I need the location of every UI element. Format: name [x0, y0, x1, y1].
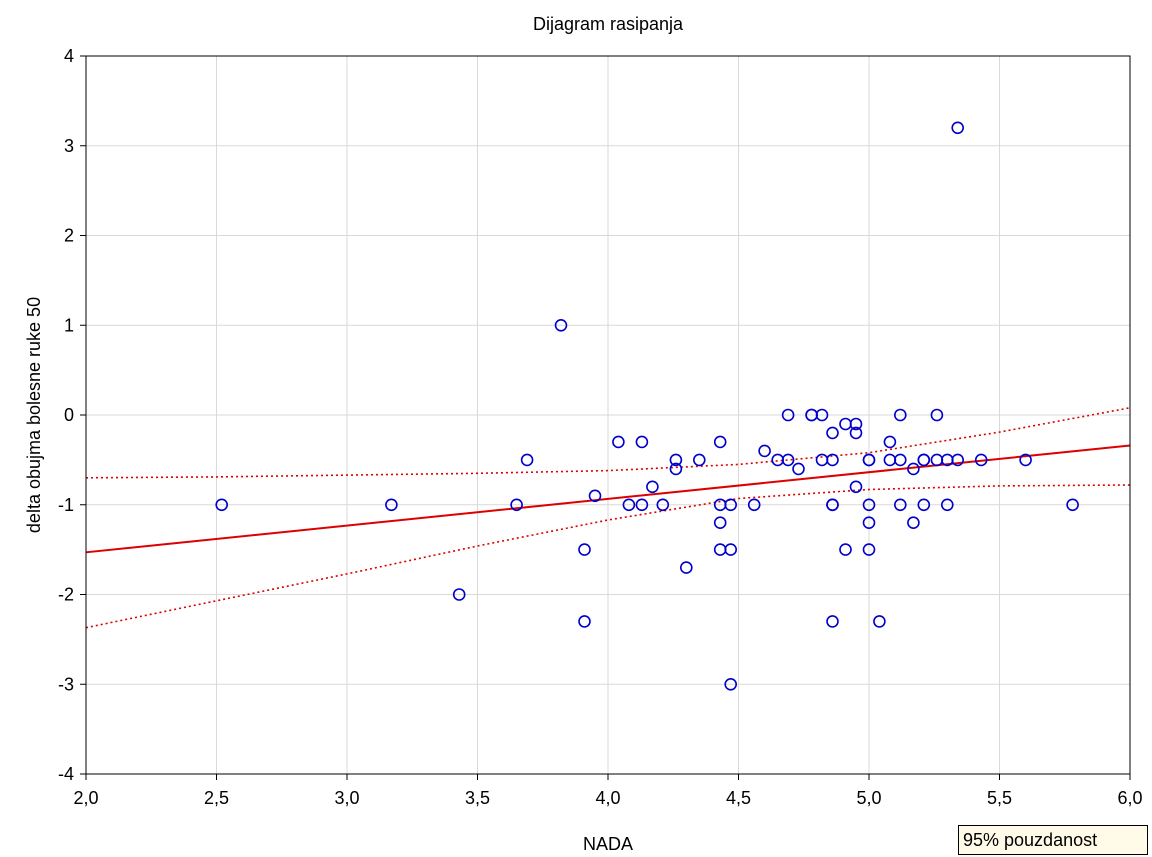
- data-point: [724, 543, 738, 556]
- data-point: [826, 498, 839, 512]
- y-tick-label: -4: [58, 764, 74, 784]
- confidence-legend: 95% pouzdanost: [958, 825, 1148, 855]
- data-point: [656, 498, 670, 512]
- data-point: [1066, 498, 1079, 512]
- data-point: [839, 417, 852, 431]
- data-point: [713, 543, 727, 556]
- data-point: [839, 543, 852, 556]
- y-tick-label: 1: [64, 315, 74, 335]
- data-point: [930, 453, 944, 467]
- data-point: [815, 408, 829, 422]
- data-point: [758, 444, 771, 458]
- data-point: [635, 435, 649, 449]
- regression-line-group: [85, 444, 1131, 554]
- confidence-band: [85, 407, 1131, 629]
- y-tick-label: 0: [64, 405, 74, 425]
- data-point: [578, 543, 591, 556]
- y-tick-label: 3: [64, 136, 74, 156]
- data-point: [826, 615, 839, 628]
- data-point: [622, 498, 636, 512]
- data-point: [849, 480, 863, 494]
- data-point: [907, 516, 920, 530]
- data-point: [792, 462, 805, 476]
- x-tick-label: 6,0: [1117, 788, 1142, 808]
- x-tick-label: 4,5: [726, 788, 751, 808]
- grid: [86, 56, 1130, 774]
- data-point: [724, 498, 738, 512]
- data-point: [669, 453, 683, 467]
- x-tick-label: 4,0: [595, 788, 620, 808]
- y-axis-title: delta obujma bolesne ruke 50: [24, 297, 44, 533]
- data-point: [893, 408, 907, 422]
- data-point: [588, 489, 602, 503]
- data-point: [554, 318, 568, 332]
- data-point: [974, 453, 988, 467]
- x-axis-title: NADA: [583, 834, 633, 854]
- data-point: [862, 543, 876, 556]
- data-point: [781, 453, 795, 467]
- data-point: [747, 498, 761, 512]
- data-point: [713, 516, 727, 530]
- data-point: [940, 498, 954, 512]
- data-point: [862, 516, 876, 530]
- y-tick-label: -3: [58, 674, 74, 694]
- x-tick-label: 3,5: [465, 788, 490, 808]
- y-tick-label: -2: [58, 585, 74, 605]
- data-point: [510, 498, 523, 512]
- data-point: [917, 453, 931, 467]
- chart-title: Dijagram rasipanja: [533, 14, 684, 34]
- data-point: [692, 453, 706, 467]
- data-point: [826, 426, 839, 440]
- data-point: [520, 453, 534, 467]
- data-point: [873, 615, 886, 628]
- y-tick-label: 2: [64, 226, 74, 246]
- data-point: [578, 615, 591, 628]
- data-point: [951, 121, 965, 135]
- data-point: [930, 408, 944, 422]
- data-point: [862, 498, 876, 512]
- x-tick-label: 2,5: [204, 788, 229, 808]
- data-point: [815, 453, 829, 467]
- data-point: [452, 588, 466, 601]
- x-axis-ticks: 2,0 2,5 3,0 3,5 4,0 4,5 5,0 5,5 6,0: [73, 774, 1143, 808]
- x-tick-label: 5,0: [856, 788, 881, 808]
- data-point: [849, 417, 863, 431]
- data-point: [646, 480, 659, 494]
- data-point: [951, 453, 965, 467]
- data-point: [893, 453, 907, 467]
- y-tick-label: 4: [64, 46, 74, 66]
- data-point: [215, 498, 228, 512]
- confidence-upper-line: [85, 407, 1131, 479]
- data-point: [849, 426, 863, 440]
- data-point: [883, 435, 897, 449]
- x-tick-label: 3,0: [334, 788, 359, 808]
- data-point: [612, 435, 625, 449]
- data-point: [917, 498, 931, 512]
- data-point: [669, 462, 683, 476]
- data-point: [862, 453, 876, 467]
- data-point: [893, 498, 907, 512]
- data-point: [1019, 453, 1032, 467]
- data-point: [679, 561, 693, 574]
- y-tick-label: -1: [58, 495, 74, 515]
- data-point: [635, 498, 649, 512]
- y-axis-ticks: 4 3 2 1 0 -1 -2 -3 -4: [58, 46, 86, 784]
- data-point: [826, 453, 839, 467]
- data-point: [781, 408, 795, 422]
- x-tick-label: 2,0: [73, 788, 98, 808]
- regression-line: [85, 444, 1131, 554]
- x-tick-label: 5,5: [987, 788, 1012, 808]
- data-point: [713, 435, 727, 449]
- data-point: [907, 462, 920, 476]
- data-points: [215, 121, 1079, 691]
- data-point: [385, 498, 398, 512]
- data-point: [724, 677, 738, 691]
- data-point: [883, 453, 897, 467]
